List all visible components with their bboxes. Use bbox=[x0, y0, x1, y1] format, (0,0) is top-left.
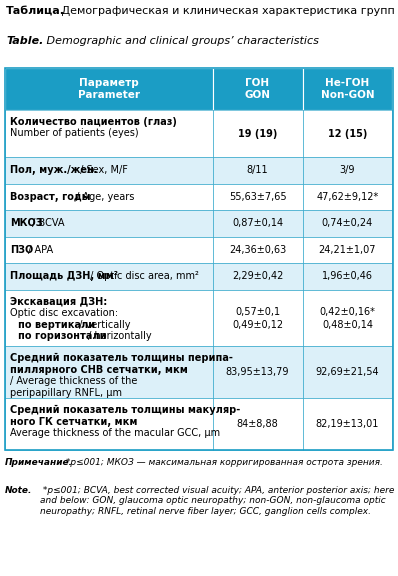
Text: / APA: / APA bbox=[25, 245, 53, 255]
Text: *р≤001; BCVA, best corrected visual acuity; APA, anterior posterior axis; here a: *р≤001; BCVA, best corrected visual acui… bbox=[40, 486, 394, 516]
Text: ГОН
GON: ГОН GON bbox=[244, 78, 271, 100]
Text: 55,63±7,65: 55,63±7,65 bbox=[229, 192, 286, 202]
Bar bbox=[5, 68, 213, 110]
Text: *р≤001; МКОЗ — максимальная корригированная острота зрения.: *р≤001; МКОЗ — максимальная корригирован… bbox=[63, 458, 383, 467]
Bar bbox=[213, 237, 302, 263]
Bar bbox=[213, 210, 302, 237]
Text: Optic disc excavation:: Optic disc excavation: bbox=[10, 308, 118, 318]
Text: 2,29±0,42: 2,29±0,42 bbox=[232, 271, 283, 282]
Text: 24,21±1,07: 24,21±1,07 bbox=[319, 245, 376, 255]
Text: по вертикали: по вертикали bbox=[18, 320, 96, 329]
Bar bbox=[302, 263, 392, 290]
Text: / vertically: / vertically bbox=[76, 320, 131, 329]
Bar bbox=[5, 290, 213, 346]
Text: 0,49±0,12: 0,49±0,12 bbox=[232, 320, 283, 330]
Bar bbox=[302, 398, 392, 450]
Text: 24,36±0,63: 24,36±0,63 bbox=[229, 245, 286, 255]
Text: 83,95±13,79: 83,95±13,79 bbox=[226, 367, 289, 377]
Bar bbox=[213, 263, 302, 290]
Text: Table.: Table. bbox=[6, 36, 43, 46]
Bar bbox=[5, 263, 213, 290]
Bar bbox=[302, 68, 392, 110]
Bar bbox=[213, 346, 302, 398]
Text: / Sex, M/F: / Sex, M/F bbox=[77, 165, 128, 176]
Bar bbox=[302, 157, 392, 184]
Text: Demographic and clinical groups’ characteristics: Demographic and clinical groups’ charact… bbox=[43, 36, 319, 46]
Text: Средний показатель толщины перипа-
пиллярного СНВ сетчатки, мкм: Средний показатель толщины перипа- пилля… bbox=[10, 353, 233, 375]
Bar bbox=[302, 110, 392, 157]
Bar bbox=[213, 68, 302, 110]
Text: / Optic disc area, mm²: / Optic disc area, mm² bbox=[87, 271, 199, 282]
Text: Количество пациентов (глаз): Количество пациентов (глаз) bbox=[10, 117, 177, 127]
Text: 19 (19): 19 (19) bbox=[238, 128, 277, 139]
Text: 0,48±0,14: 0,48±0,14 bbox=[322, 320, 373, 330]
Text: Примечание.: Примечание. bbox=[5, 458, 73, 467]
Text: 82,19±13,01: 82,19±13,01 bbox=[316, 419, 379, 429]
Bar bbox=[213, 398, 302, 450]
Bar bbox=[5, 68, 393, 450]
Text: / BCVA: / BCVA bbox=[29, 218, 65, 229]
Text: Демографическая и клиническая характеристика групп: Демографическая и клиническая характерис… bbox=[58, 6, 395, 16]
Text: 0,42±0,16*: 0,42±0,16* bbox=[320, 307, 375, 317]
Text: по горизонтали: по горизонтали bbox=[18, 331, 107, 341]
Text: Таблица.: Таблица. bbox=[6, 6, 65, 16]
Text: 0,87±0,14: 0,87±0,14 bbox=[232, 218, 283, 229]
Bar bbox=[5, 237, 213, 263]
Bar bbox=[213, 184, 302, 210]
Text: 0,57±0,1: 0,57±0,1 bbox=[235, 307, 280, 317]
Bar bbox=[302, 346, 392, 398]
Bar bbox=[5, 346, 213, 398]
Text: Средний показатель толщины макуляр-
ного ГК сетчатки, мкм: Средний показатель толщины макуляр- ного… bbox=[10, 405, 240, 427]
Text: 8/11: 8/11 bbox=[247, 165, 268, 176]
Text: 1,96±0,46: 1,96±0,46 bbox=[322, 271, 373, 282]
Bar bbox=[5, 184, 213, 210]
Text: / horizontally: / horizontally bbox=[85, 331, 152, 341]
Text: / Age, years: / Age, years bbox=[72, 192, 134, 202]
Text: 47,62±9,12*: 47,62±9,12* bbox=[316, 192, 378, 202]
Bar bbox=[5, 210, 213, 237]
Text: ПЗО: ПЗО bbox=[10, 245, 33, 255]
Bar bbox=[302, 237, 392, 263]
Bar bbox=[5, 398, 213, 450]
Bar bbox=[5, 110, 213, 157]
Bar bbox=[302, 184, 392, 210]
Bar bbox=[213, 157, 302, 184]
Text: 12 (15): 12 (15) bbox=[328, 128, 367, 139]
Text: Пол, муж./жен.: Пол, муж./жен. bbox=[10, 165, 98, 176]
Text: Number of patients (eyes): Number of patients (eyes) bbox=[10, 128, 139, 138]
Text: Параметр
Parameter: Параметр Parameter bbox=[78, 78, 140, 100]
Text: Note.: Note. bbox=[5, 486, 33, 495]
Text: / Average thickness of the
peripapillary RNFL, μm: / Average thickness of the peripapillary… bbox=[10, 376, 138, 398]
Bar bbox=[5, 157, 213, 184]
Text: Площадь ДЗН, мм²: Площадь ДЗН, мм² bbox=[10, 271, 118, 282]
Bar bbox=[302, 290, 392, 346]
Text: 84±8,88: 84±8,88 bbox=[237, 419, 279, 429]
Text: Average thickness of the macular GCC, μm: Average thickness of the macular GCC, μm bbox=[10, 428, 220, 438]
Text: Возраст, годы: Возраст, годы bbox=[10, 192, 91, 202]
Text: 3/9: 3/9 bbox=[340, 165, 355, 176]
Bar bbox=[302, 210, 392, 237]
Text: 0,74±0,24: 0,74±0,24 bbox=[322, 218, 373, 229]
Text: МКОЗ: МКОЗ bbox=[10, 218, 43, 229]
Bar bbox=[213, 290, 302, 346]
Text: Не-ГОН
Non-GON: Не-ГОН Non-GON bbox=[321, 78, 374, 100]
Text: 92,69±21,54: 92,69±21,54 bbox=[316, 367, 379, 377]
Text: Экскавация ДЗН:: Экскавация ДЗН: bbox=[10, 297, 107, 306]
Bar bbox=[213, 110, 302, 157]
